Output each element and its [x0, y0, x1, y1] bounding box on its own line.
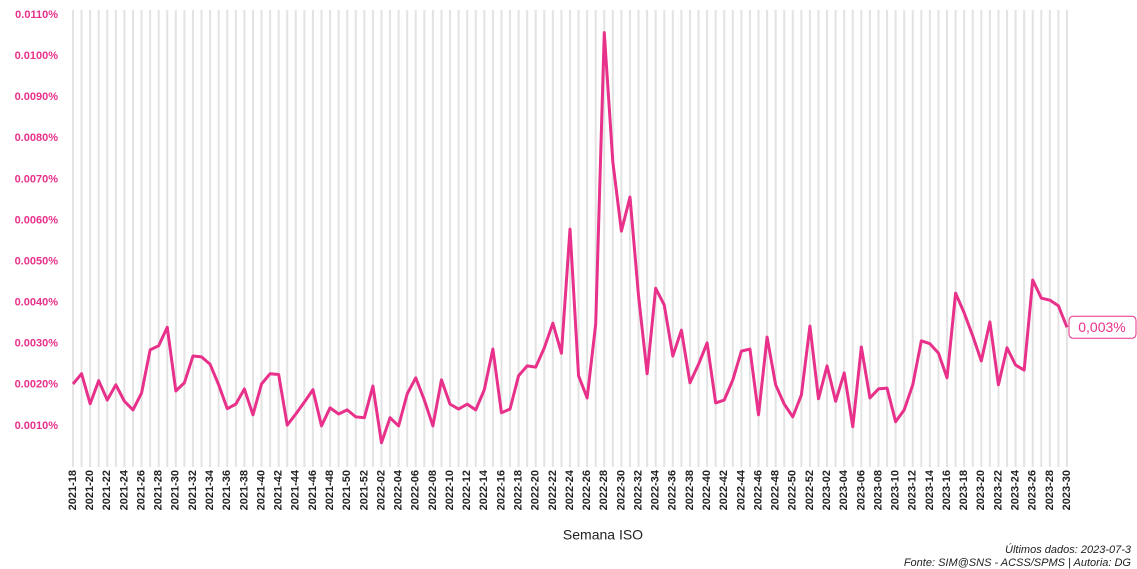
x-tick-label: 2021-34	[204, 469, 216, 510]
x-tick-label: 2021-52	[358, 470, 370, 510]
x-tick-label: 2023-14	[924, 469, 936, 510]
x-tick-label: 2023-10	[890, 470, 902, 510]
x-tick-label: 2022-52	[804, 470, 816, 510]
value-label: 0,003%	[1078, 319, 1125, 335]
x-tick-label: 2021-32	[187, 470, 199, 510]
x-tick-label: 2022-38	[684, 470, 696, 510]
x-tick-label: 2021-38	[238, 470, 250, 510]
x-tick-label: 2023-28	[1044, 470, 1056, 510]
x-tick-label: 2021-22	[101, 470, 113, 510]
x-tick-label: 2022-22	[547, 470, 559, 510]
x-tick-label: 2022-06	[410, 470, 422, 510]
x-tick-label: 2021-42	[273, 470, 285, 510]
x-tick-label: 2021-26	[135, 470, 147, 510]
x-tick-label: 2021-30	[170, 470, 182, 510]
x-tick-label: 2022-46	[752, 470, 764, 510]
y-tick-label: 0.0080%	[15, 132, 59, 144]
x-tick-label: 2023-30	[1061, 470, 1073, 510]
x-tick-label: 2021-48	[324, 470, 336, 510]
x-tick-label: 2022-10	[444, 470, 456, 510]
x-tick-label: 2023-24	[1009, 469, 1021, 510]
x-tick-label: 2022-08	[427, 470, 439, 510]
x-tick-label: 2022-20	[530, 470, 542, 510]
y-tick-label: 0.0100%	[15, 50, 59, 62]
x-tick-label: 2021-46	[307, 470, 319, 510]
x-tick-label: 2021-44	[290, 469, 302, 510]
x-tick-label: 2022-44	[735, 469, 747, 510]
x-tick-label: 2022-12	[461, 470, 473, 510]
y-tick-label: 0.0020%	[15, 379, 59, 391]
x-tick-label: 2022-34	[650, 469, 662, 510]
x-tick-label: 2023-18	[958, 470, 970, 510]
y-tick-label: 0.0070%	[15, 173, 59, 185]
x-tick-label: 2021-28	[153, 470, 165, 510]
line	[71, 31, 1069, 445]
x-tick-label: 2022-32	[632, 470, 644, 510]
x-tick-label: 2022-16	[495, 470, 507, 510]
x-tick-label: 2022-04	[393, 469, 405, 510]
x-tick-label: 2022-36	[667, 470, 679, 510]
x-tick-label: 2023-22	[992, 470, 1004, 510]
x-axis-label: Semana ISO	[563, 527, 643, 543]
y-tick-label: 0.0110%	[15, 9, 58, 21]
x-tick-label: 2023-12	[907, 470, 919, 510]
x-tick-label: 2023-20	[975, 470, 987, 510]
x-tick-label: 2023-02	[821, 470, 833, 510]
x-tick-label: 2022-48	[770, 470, 782, 510]
footnote: Últimos dados: 2023-07-3	[1005, 543, 1132, 556]
x-tick-label: 2021-18	[67, 470, 79, 510]
x-tick-label: 2023-08	[872, 470, 884, 510]
x-tick-label: 2022-50	[787, 470, 799, 510]
x-tick-label: 2022-02	[375, 470, 387, 510]
x-tick-label: 2021-24	[118, 469, 130, 510]
x-tick-label: 2022-24	[564, 469, 576, 510]
x-tick-label: 2023-06	[855, 470, 867, 510]
x-tick-label: 2021-40	[255, 470, 267, 510]
x-tick-label: 2022-30	[615, 470, 627, 510]
y-tick-label: 0.0090%	[15, 91, 59, 103]
x-tick-label: 2022-40	[701, 470, 713, 510]
x-tick-label: 2023-16	[941, 470, 953, 510]
y-tick-label: 0.0050%	[15, 255, 59, 267]
y-tick-label: 0.0040%	[15, 297, 59, 309]
footnote: Fonte: SIM@SNS - ACSS/SPMS | Autoria: DG	[904, 557, 1132, 569]
x-tick-label: 2022-26	[581, 470, 593, 510]
y-tick-label: 0.0030%	[15, 338, 59, 350]
value-label-box	[1068, 315, 1137, 339]
y-tick-label: 0.0060%	[15, 214, 59, 226]
x-tick-label: 2021-20	[84, 470, 96, 510]
x-tick-label: 2022-18	[512, 470, 524, 510]
y-tick-label: 0.0010%	[15, 420, 59, 432]
x-tick-label: 2023-04	[838, 469, 850, 510]
x-tick-label: 2022-28	[598, 470, 610, 510]
x-tick-label: 2021-50	[341, 470, 353, 510]
x-tick-label: 2022-14	[478, 469, 490, 510]
x-tick-label: 2023-26	[1027, 470, 1039, 510]
x-tick-label: 2021-36	[221, 470, 233, 510]
x-tick-label: 2022-42	[718, 470, 730, 510]
